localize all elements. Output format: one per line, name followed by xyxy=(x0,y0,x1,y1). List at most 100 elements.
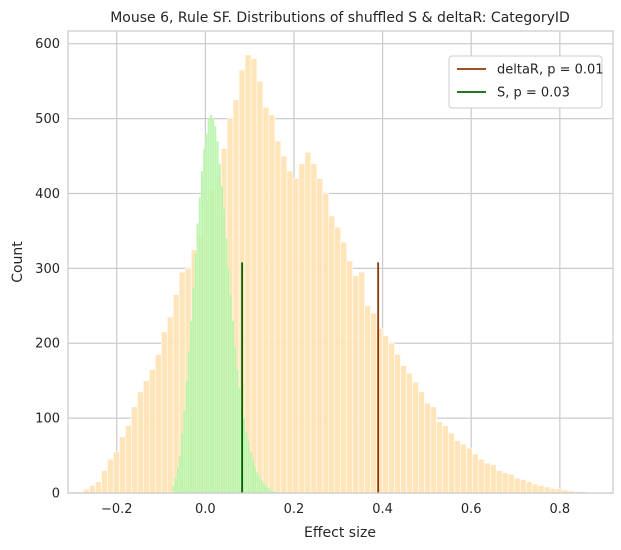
deltaR-histogram-bar xyxy=(346,260,353,494)
S-histogram-bar xyxy=(191,287,195,494)
deltaR-histogram-bar xyxy=(507,473,515,494)
x-tick-label: 0.8 xyxy=(549,502,570,517)
deltaR-histogram-bar xyxy=(107,459,114,494)
deltaR-histogram-bar xyxy=(304,152,312,494)
deltaR-histogram-bar xyxy=(495,470,503,494)
deltaR-histogram-bar xyxy=(400,365,407,494)
deltaR-histogram-bar xyxy=(394,354,401,494)
deltaR-histogram-bar xyxy=(537,485,545,494)
x-tick-label: 0.4 xyxy=(372,502,393,517)
S-histogram-bar xyxy=(211,118,215,494)
deltaR-histogram-bar xyxy=(358,271,365,494)
observed-value-lines xyxy=(241,262,380,493)
deltaR-histogram-bar xyxy=(466,447,473,494)
deltaR-histogram-bar xyxy=(370,312,377,494)
deltaR-histogram-bar xyxy=(448,432,455,494)
deltaR-histogram-bar xyxy=(113,451,120,494)
deltaR-histogram-bar xyxy=(340,241,348,494)
y-tick-labels: 0 100 200 300 400 500 600 xyxy=(35,37,60,501)
S-histogram-bar xyxy=(245,431,248,494)
S-histogram-bar xyxy=(265,485,268,494)
deltaR-histogram-bar xyxy=(143,380,150,494)
deltaR-histogram-bar xyxy=(119,436,126,494)
deltaR-histogram-bar xyxy=(406,372,413,494)
y-tick-label: 200 xyxy=(35,337,60,352)
deltaR-histogram-bar xyxy=(256,80,264,494)
deltaR-histogram-bar xyxy=(501,472,509,494)
deltaR-histogram-bar xyxy=(101,470,108,494)
S-histogram-bar xyxy=(185,380,188,494)
deltaR-histogram-bar xyxy=(460,444,467,494)
deltaR-histogram-bar xyxy=(244,54,252,494)
x-tick-label: −0.2 xyxy=(101,502,133,517)
deltaR-histogram-bar xyxy=(166,316,174,494)
x-tick-labels: −0.2 0.0 0.2 0.4 0.6 0.8 xyxy=(101,502,570,517)
y-axis-label: Count xyxy=(10,241,26,283)
S-histogram-bar xyxy=(229,294,233,494)
S-histogram-bar xyxy=(234,346,237,494)
legend-label-S: S, p = 0.03 xyxy=(497,86,570,101)
legend-box xyxy=(448,55,603,109)
S-histogram-bar xyxy=(200,170,204,494)
S-histogram-bar xyxy=(194,253,197,494)
deltaR-histogram-bar xyxy=(149,369,156,494)
deltaR-histogram-bar xyxy=(382,335,389,494)
deltaR-histogram-bar xyxy=(352,275,359,494)
x-tick-label: 0.6 xyxy=(461,502,482,517)
deltaR-histogram-bar xyxy=(268,114,276,494)
deltaR-histogram-bar xyxy=(483,462,491,494)
deltaR-histogram-bar xyxy=(442,425,449,494)
legend: deltaR, p = 0.01 S, p = 0.03 xyxy=(448,55,604,109)
deltaR-histogram-bar xyxy=(543,486,551,494)
S-histogram-bar xyxy=(223,208,226,494)
deltaR-histogram-bar xyxy=(489,464,497,494)
S-histogram-bar xyxy=(189,320,193,494)
x-axis-label: Effect size xyxy=(304,525,376,541)
deltaR-histogram-bar xyxy=(316,178,324,494)
y-tick-label: 500 xyxy=(35,112,60,127)
plot-frame xyxy=(67,30,614,494)
S-histogram-bar xyxy=(225,238,228,494)
deltaR-histogram-bar xyxy=(286,170,294,494)
deltaR-histogram-bar xyxy=(292,178,300,494)
deltaR-histogram-bar xyxy=(154,354,162,494)
deltaR-histogram-bar xyxy=(549,488,557,494)
deltaR-histogram-bar xyxy=(478,459,485,494)
S-histogram-bar xyxy=(203,148,206,494)
deltaR-histogram-bar xyxy=(328,215,336,494)
chart-title: Mouse 6, Rule SF. Distributions of shuff… xyxy=(110,10,570,26)
S-histogram-bar xyxy=(187,350,190,494)
S-histogram-bar xyxy=(183,410,186,494)
deltaR-histogram-bar xyxy=(310,163,318,494)
S-histogram-bar xyxy=(249,451,252,494)
S-histogram-bar xyxy=(236,369,239,494)
y-tick-label: 0 xyxy=(52,487,60,502)
S-histogram-bar xyxy=(260,480,264,494)
S-histogram-bar xyxy=(180,433,184,494)
shuffled-S-histogram xyxy=(172,114,279,494)
S-histogram-bar xyxy=(174,477,177,494)
S-histogram-bar xyxy=(209,114,213,494)
deltaR-histogram-bar xyxy=(322,193,330,494)
deltaR-histogram-bar xyxy=(334,226,342,494)
deltaR-histogram-bar xyxy=(172,294,180,494)
S-histogram-bar xyxy=(216,140,219,494)
S-histogram-bar xyxy=(172,485,175,494)
deltaR-histogram-bar xyxy=(472,453,479,494)
deltaR-histogram-bar xyxy=(274,140,282,494)
S-histogram-bar xyxy=(247,440,250,494)
S-histogram-bar xyxy=(220,185,224,494)
deltaR-histogram-bar xyxy=(454,440,461,494)
deltaR-histogram-bar xyxy=(160,331,168,494)
deltaR-histogram-bar xyxy=(525,481,533,494)
y-tick-label: 300 xyxy=(35,262,60,277)
deltaR-histogram-bar xyxy=(531,483,539,494)
deltaR-histogram-bar xyxy=(430,406,437,494)
S-histogram-bar xyxy=(256,471,259,494)
deltaR-histogram-bar xyxy=(436,421,443,494)
deltaR-histogram-bar xyxy=(388,342,395,494)
S-histogram-bar xyxy=(242,418,246,494)
y-tick-label: 400 xyxy=(35,187,60,202)
x-tick-label: 0.0 xyxy=(195,502,216,517)
